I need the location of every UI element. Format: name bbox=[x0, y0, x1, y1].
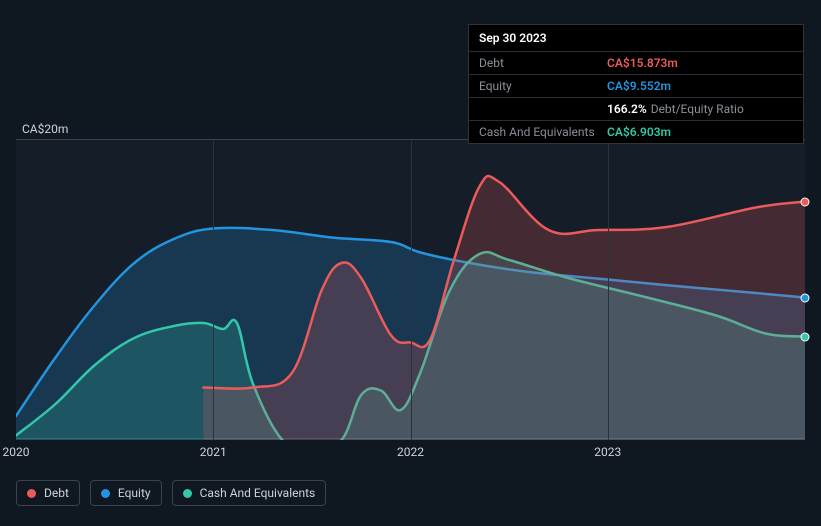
x-axis-label: 2023 bbox=[594, 445, 621, 459]
tooltip-row-debt: Debt CA$15.873m bbox=[469, 52, 803, 75]
legend-label: Debt bbox=[44, 486, 69, 500]
legend-item-equity[interactable]: Equity bbox=[90, 480, 162, 506]
gridline bbox=[411, 140, 412, 440]
x-axis-label: 2020 bbox=[3, 445, 30, 459]
legend-label: Equity bbox=[118, 486, 151, 500]
series-end-marker-cash bbox=[801, 332, 810, 341]
tooltip-value: CA$15.873m bbox=[607, 56, 678, 70]
tooltip-value: CA$6.903m bbox=[607, 125, 671, 139]
legend: Debt Equity Cash And Equivalents bbox=[16, 480, 326, 506]
tooltip-row-cash: Cash And Equivalents CA$6.903m bbox=[469, 121, 803, 143]
legend-dot-icon bbox=[183, 489, 192, 498]
tooltip-label bbox=[479, 102, 607, 116]
legend-dot-icon bbox=[101, 489, 110, 498]
x-axis-label: 2022 bbox=[397, 445, 424, 459]
series-end-marker-equity bbox=[801, 293, 810, 302]
y-axis-label-top: CA$20m bbox=[22, 122, 68, 136]
tooltip-label: Equity bbox=[479, 79, 607, 93]
tooltip-label: Cash And Equivalents bbox=[479, 125, 607, 139]
tooltip-label: Debt bbox=[479, 56, 607, 70]
gridline bbox=[608, 140, 609, 440]
legend-dot-icon bbox=[27, 489, 36, 498]
legend-item-debt[interactable]: Debt bbox=[16, 480, 80, 506]
tooltip-ratio: 166.2%Debt/Equity Ratio bbox=[607, 102, 744, 116]
legend-label: Cash And Equivalents bbox=[200, 486, 316, 500]
tooltip-row-ratio: 166.2%Debt/Equity Ratio bbox=[469, 98, 803, 121]
legend-item-cash[interactable]: Cash And Equivalents bbox=[172, 480, 327, 506]
series-end-marker-debt bbox=[801, 197, 810, 206]
plot-area[interactable] bbox=[16, 139, 805, 439]
tooltip-row-equity: Equity CA$9.552m bbox=[469, 75, 803, 98]
tooltip-date: Sep 30 2023 bbox=[469, 25, 803, 52]
tooltip-panel: Sep 30 2023 Debt CA$15.873m Equity CA$9.… bbox=[468, 24, 804, 144]
x-axis: 2020202120222023 bbox=[16, 445, 805, 465]
x-axis-label: 2021 bbox=[200, 445, 227, 459]
tooltip-value: CA$9.552m bbox=[607, 79, 671, 93]
gridline bbox=[213, 140, 214, 440]
